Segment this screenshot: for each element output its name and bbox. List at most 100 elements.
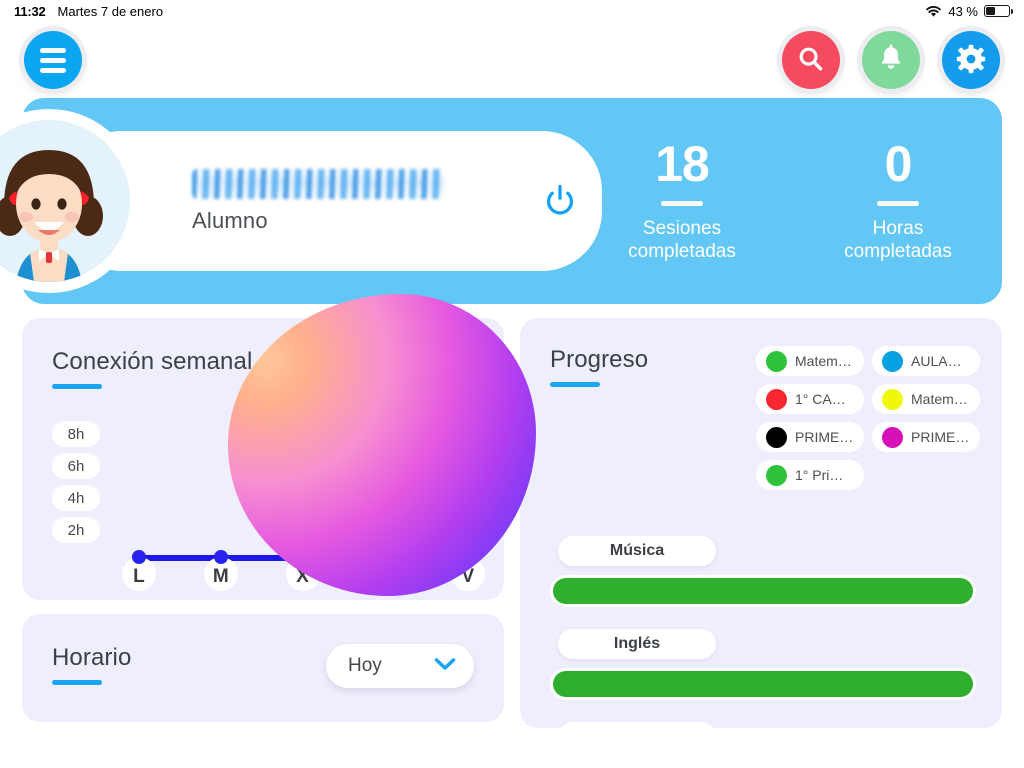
legend-item[interactable]: 1° CAST…	[756, 384, 864, 414]
horario-card: Horario Hoy	[22, 614, 504, 722]
status-bar-left: 11:32 Martes 7 de enero	[14, 4, 163, 19]
stat-label-line1: Horas	[872, 217, 924, 239]
stat-divider	[877, 200, 919, 206]
search-icon	[796, 44, 826, 77]
chart-point-marker	[460, 550, 475, 564]
progress-bars-list: Música Inglés English	[550, 536, 1002, 728]
chart-y-axis: 8h 6h 4h 2h	[52, 421, 100, 543]
chart-point-marker	[295, 550, 310, 564]
notification-bell-icon	[877, 44, 905, 77]
battery-percent: 43 %	[948, 3, 978, 19]
stat-sessions-completed: 18 Sesiones completadas	[602, 139, 762, 263]
legend-color-dot	[766, 388, 787, 410]
progress-bar-track	[550, 668, 976, 700]
horario-title-block: Horario	[52, 644, 131, 685]
progress-bar-group: Inglés	[550, 629, 976, 700]
stat-label-line2: completadas	[628, 241, 736, 262]
progreso-legend: Matem… AULA… 1° CAST… Matem…	[756, 346, 1002, 490]
notifications-button[interactable]	[862, 31, 920, 89]
settings-button[interactable]	[942, 31, 1000, 89]
profile-info-panel: Alumno	[0, 109, 602, 293]
chart-point-marker	[379, 550, 394, 564]
top-navigation-bar	[0, 22, 1024, 98]
stat-label-line1: Sesiones	[642, 217, 722, 239]
search-button[interactable]	[782, 31, 840, 89]
gear-icon	[956, 44, 986, 77]
battery-icon	[984, 5, 1013, 17]
stat-divider	[661, 200, 703, 206]
stat-label: Sesiones completadas	[602, 217, 762, 263]
legend-label: 1° CAST…	[795, 391, 854, 407]
chevron-down-icon	[434, 655, 456, 677]
logout-button[interactable]	[542, 182, 578, 221]
profile-text: Alumno	[192, 168, 542, 234]
chart-point-marker	[213, 550, 228, 564]
stat-label-line2: completadas	[844, 241, 952, 262]
legend-color-dot	[882, 426, 903, 448]
left-column: Conexión semanal 8h 6h 4h 2h L	[22, 318, 504, 728]
title-accent-underline	[550, 382, 600, 387]
legend-color-dot	[766, 350, 787, 372]
legend-color-dot	[882, 388, 903, 410]
avatar	[0, 109, 141, 293]
progress-bar-group: English	[550, 722, 976, 728]
chart-point-marker	[131, 550, 146, 564]
legend-color-dot	[882, 350, 903, 372]
progress-subject-label: English	[558, 722, 716, 728]
progress-bar-group: Música	[550, 536, 976, 607]
legend-item[interactable]: PRIME…	[756, 422, 864, 452]
legend-item[interactable]: Matem…	[872, 384, 980, 414]
legend-item[interactable]: PRIME…	[872, 422, 980, 452]
progreso-title: Progreso	[550, 346, 649, 373]
title-accent-underline	[52, 680, 102, 685]
progress-bar-track	[550, 575, 976, 607]
hamburger-menu-button[interactable]	[24, 31, 82, 89]
stat-value: 0	[884, 135, 913, 192]
y-tick-label: 2h	[52, 517, 100, 543]
profile-stats: 18 Sesiones completadas 0 Horas completa…	[602, 139, 1018, 263]
progress-bar-fill	[553, 578, 973, 604]
progress-subject-label: Inglés	[558, 629, 716, 659]
weekly-connection-card: Conexión semanal 8h 6h 4h 2h L	[22, 318, 504, 600]
title-accent-underline	[52, 384, 102, 389]
legend-color-dot	[766, 426, 787, 448]
progress-bar-fill	[553, 671, 973, 697]
legend-label: AULA…	[911, 353, 962, 369]
stat-value: 18	[655, 135, 710, 192]
stat-hours-completed: 0 Horas completadas	[818, 139, 978, 263]
right-column: Progreso Matem… AULA…	[520, 318, 1002, 728]
legend-label: PRIME…	[911, 429, 970, 445]
legend-label: 1° Prim…	[795, 467, 854, 483]
status-bar-right: 43 %	[925, 3, 1013, 19]
chart-point-M[interactable]: M	[203, 550, 238, 591]
legend-label: Matem…	[795, 353, 852, 369]
y-tick-label: 6h	[52, 453, 100, 479]
top-nav-actions	[782, 31, 1000, 89]
progress-subject-label: Música	[558, 536, 716, 566]
stat-label: Horas completadas	[818, 217, 978, 263]
legend-item[interactable]: 1° Prim…	[756, 460, 864, 490]
profile-header-card: Alumno 18 Sesiones completadas	[0, 98, 1002, 304]
wifi-icon	[925, 5, 942, 18]
legend-item[interactable]: Matem…	[756, 346, 864, 376]
chart-point-X[interactable]: X	[285, 550, 320, 591]
progreso-title-block: Progreso	[550, 346, 648, 387]
chart-point-L[interactable]: L	[121, 550, 156, 591]
horario-day-filter-select[interactable]: Hoy	[326, 644, 474, 688]
hamburger-menu-icon	[40, 47, 66, 73]
horario-day-filter-value: Hoy	[348, 655, 382, 676]
chart-point-J[interactable]: J	[369, 550, 404, 591]
progreso-header: Progreso Matem… AULA…	[550, 346, 1002, 490]
status-date: Martes 7 de enero	[57, 3, 164, 19]
dashboard-lower-grid: Conexión semanal 8h 6h 4h 2h L	[22, 294, 1002, 728]
legend-item[interactable]: AULA…	[872, 346, 980, 376]
y-tick-label: 4h	[52, 485, 100, 511]
student-girl-avatar	[0, 120, 130, 282]
weekly-connection-chart: L M X J V	[121, 550, 485, 591]
legend-label: PRIME…	[795, 429, 854, 445]
progreso-card: Progreso Matem… AULA…	[520, 318, 1002, 728]
horario-title: Horario	[52, 644, 132, 671]
chart-point-V[interactable]: V	[450, 550, 485, 591]
power-logout-icon	[542, 184, 578, 221]
page-content: Alumno 18 Sesiones completadas	[0, 98, 1024, 728]
